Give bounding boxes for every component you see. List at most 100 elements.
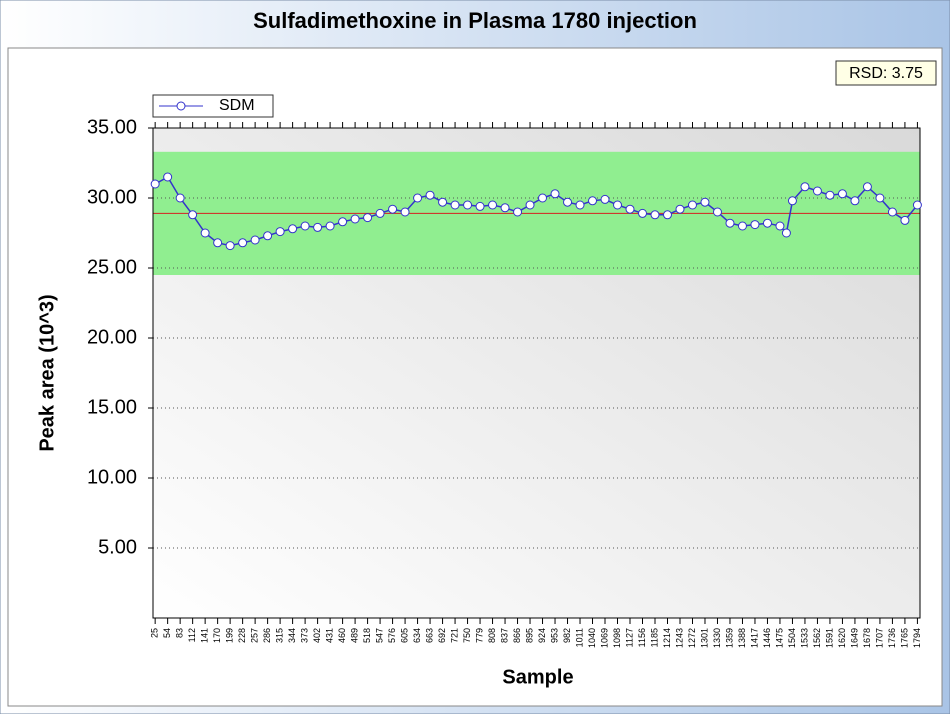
x-tick-label: 1562 xyxy=(812,628,822,648)
point xyxy=(837,189,847,199)
point xyxy=(538,193,548,203)
point xyxy=(513,207,523,217)
y-tick-label: 10.00 xyxy=(87,466,137,488)
x-tick-label: 1040 xyxy=(587,628,597,648)
point xyxy=(188,210,198,220)
x-tick-label: 344 xyxy=(287,628,297,643)
point xyxy=(887,207,897,217)
x-tick-label: 634 xyxy=(412,628,422,643)
point xyxy=(725,218,735,228)
x-axis-label: Sample xyxy=(502,666,573,688)
point xyxy=(200,228,210,238)
point xyxy=(613,200,623,210)
point xyxy=(787,196,797,206)
x-tick-label: 489 xyxy=(349,628,359,643)
legend-label: SDM xyxy=(219,97,255,114)
y-tick-label: 15.00 xyxy=(87,396,137,418)
point xyxy=(313,222,323,232)
point xyxy=(213,238,223,248)
point xyxy=(588,196,598,206)
x-tick-label: 1185 xyxy=(649,628,659,647)
point xyxy=(350,214,360,224)
x-tick-label: 1156 xyxy=(637,628,647,647)
x-tick-label: 1127 xyxy=(624,628,634,647)
point xyxy=(781,228,791,238)
annotation: RSD: 3.75 xyxy=(849,65,923,82)
x-tick-label: 83 xyxy=(175,628,185,638)
point xyxy=(363,213,373,223)
legend-marker xyxy=(176,101,186,111)
x-tick-label: 373 xyxy=(299,628,309,643)
x-tick-label: 1533 xyxy=(799,628,809,648)
point xyxy=(737,221,747,231)
point xyxy=(638,208,648,218)
x-tick-label: 1098 xyxy=(612,628,622,648)
point xyxy=(300,221,310,231)
x-tick-label: 1446 xyxy=(762,628,772,648)
x-tick-label: 1011 xyxy=(574,628,584,647)
point xyxy=(438,197,448,207)
x-tick-label: 1272 xyxy=(687,628,697,648)
x-tick-label: 895 xyxy=(524,628,534,643)
x-tick-label: 547 xyxy=(374,628,384,643)
point xyxy=(325,221,335,231)
legend-box xyxy=(152,94,274,118)
x-tick-label: 750 xyxy=(462,628,472,643)
x-tick-label: 1591 xyxy=(824,628,834,648)
point xyxy=(862,182,872,192)
x-tick-label: 1388 xyxy=(737,628,747,648)
y-tick-label: 30.00 xyxy=(87,186,137,208)
x-tick-label: 692 xyxy=(437,628,447,643)
point xyxy=(275,227,285,237)
point xyxy=(650,210,660,220)
point xyxy=(338,217,348,227)
x-tick-label: 431 xyxy=(324,628,334,643)
x-tick-label: 924 xyxy=(537,628,547,643)
x-tick-label: 1359 xyxy=(724,628,734,648)
y-tick-label: 20.00 xyxy=(87,326,137,348)
y-tick-label: 35.00 xyxy=(87,116,137,138)
y-tick-label: 5.00 xyxy=(98,536,137,558)
point xyxy=(812,186,822,196)
point xyxy=(563,197,573,207)
annotation-box xyxy=(835,60,937,86)
x-tick-label: 402 xyxy=(312,628,322,643)
x-tick-label: 576 xyxy=(387,628,397,643)
x-tick-label: 1794 xyxy=(912,628,922,648)
point xyxy=(850,196,860,206)
point xyxy=(712,207,722,217)
point xyxy=(575,200,585,210)
point xyxy=(800,182,810,192)
x-tick-label: 1069 xyxy=(599,628,609,648)
x-tick-label: 518 xyxy=(362,628,372,643)
point xyxy=(675,204,685,214)
point xyxy=(488,200,498,210)
point xyxy=(500,203,510,213)
x-tick-label: 1678 xyxy=(862,628,872,648)
point xyxy=(400,207,410,217)
x-tick-label: 460 xyxy=(337,628,347,643)
x-tick-label: 1707 xyxy=(874,628,884,648)
x-tick-label: 1649 xyxy=(849,628,859,648)
point xyxy=(625,204,635,214)
x-tick-label: 1330 xyxy=(712,628,722,648)
x-tick-label: 1417 xyxy=(749,628,759,648)
point xyxy=(250,235,260,245)
y-tick-label: 25.00 xyxy=(87,256,137,278)
point xyxy=(238,238,248,248)
x-tick-label: 25 xyxy=(150,628,160,638)
x-tick-label: 286 xyxy=(262,628,272,643)
x-tick-label: 1765 xyxy=(899,628,909,648)
x-tick-label: 982 xyxy=(562,628,572,643)
point xyxy=(687,200,697,210)
chart-title: Sulfadimethoxine in Plasma 1780 injectio… xyxy=(253,8,697,33)
x-tick-label: 1301 xyxy=(699,628,709,648)
plot-border xyxy=(152,127,921,619)
point xyxy=(912,200,922,210)
x-tick-label: 1504 xyxy=(787,628,797,648)
x-tick-label: 605 xyxy=(399,628,409,643)
x-tick-label: 170 xyxy=(212,628,222,643)
x-tick-label: 866 xyxy=(512,628,522,643)
x-tick-label: 1475 xyxy=(774,628,784,648)
